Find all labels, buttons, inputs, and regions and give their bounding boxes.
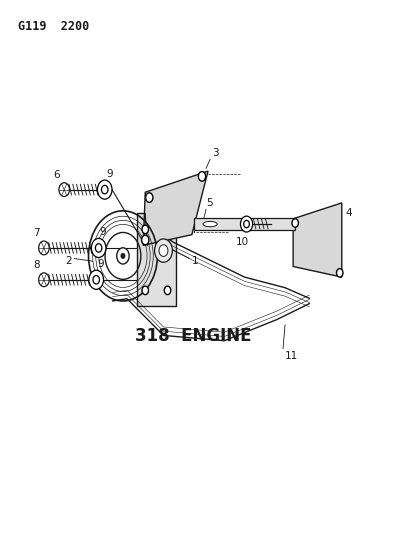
- Text: 9: 9: [106, 169, 113, 179]
- Circle shape: [39, 273, 49, 287]
- Text: 11: 11: [285, 351, 298, 361]
- Circle shape: [155, 239, 173, 262]
- Text: 9: 9: [98, 259, 104, 269]
- Polygon shape: [137, 214, 175, 306]
- Text: 7: 7: [33, 229, 40, 238]
- Circle shape: [142, 235, 149, 245]
- Circle shape: [95, 244, 102, 252]
- Text: 1: 1: [192, 256, 198, 266]
- Circle shape: [240, 216, 253, 232]
- Ellipse shape: [203, 221, 217, 227]
- Polygon shape: [143, 171, 208, 245]
- Circle shape: [164, 286, 171, 295]
- Text: 8: 8: [33, 260, 40, 270]
- Text: 9: 9: [100, 228, 106, 237]
- Text: 318  ENGINE: 318 ENGINE: [135, 327, 252, 345]
- Text: 6: 6: [53, 170, 60, 180]
- Polygon shape: [194, 217, 295, 230]
- Circle shape: [198, 172, 206, 181]
- Circle shape: [337, 269, 343, 277]
- Circle shape: [121, 253, 125, 259]
- Circle shape: [142, 225, 149, 233]
- Text: G119  2200: G119 2200: [18, 20, 89, 33]
- Circle shape: [102, 185, 108, 194]
- Text: 3: 3: [212, 148, 219, 158]
- Circle shape: [142, 286, 149, 295]
- Circle shape: [117, 248, 129, 264]
- Circle shape: [159, 245, 168, 256]
- Polygon shape: [293, 203, 342, 277]
- Circle shape: [292, 219, 298, 227]
- Text: 4: 4: [346, 208, 353, 219]
- Text: 10: 10: [236, 237, 249, 247]
- Text: 2: 2: [66, 256, 72, 266]
- Circle shape: [98, 180, 112, 199]
- Circle shape: [146, 193, 153, 203]
- Circle shape: [93, 276, 100, 284]
- Circle shape: [39, 241, 49, 255]
- Circle shape: [91, 238, 106, 257]
- Text: 5: 5: [206, 198, 213, 208]
- Circle shape: [59, 183, 69, 197]
- Circle shape: [244, 220, 249, 228]
- Circle shape: [89, 270, 104, 289]
